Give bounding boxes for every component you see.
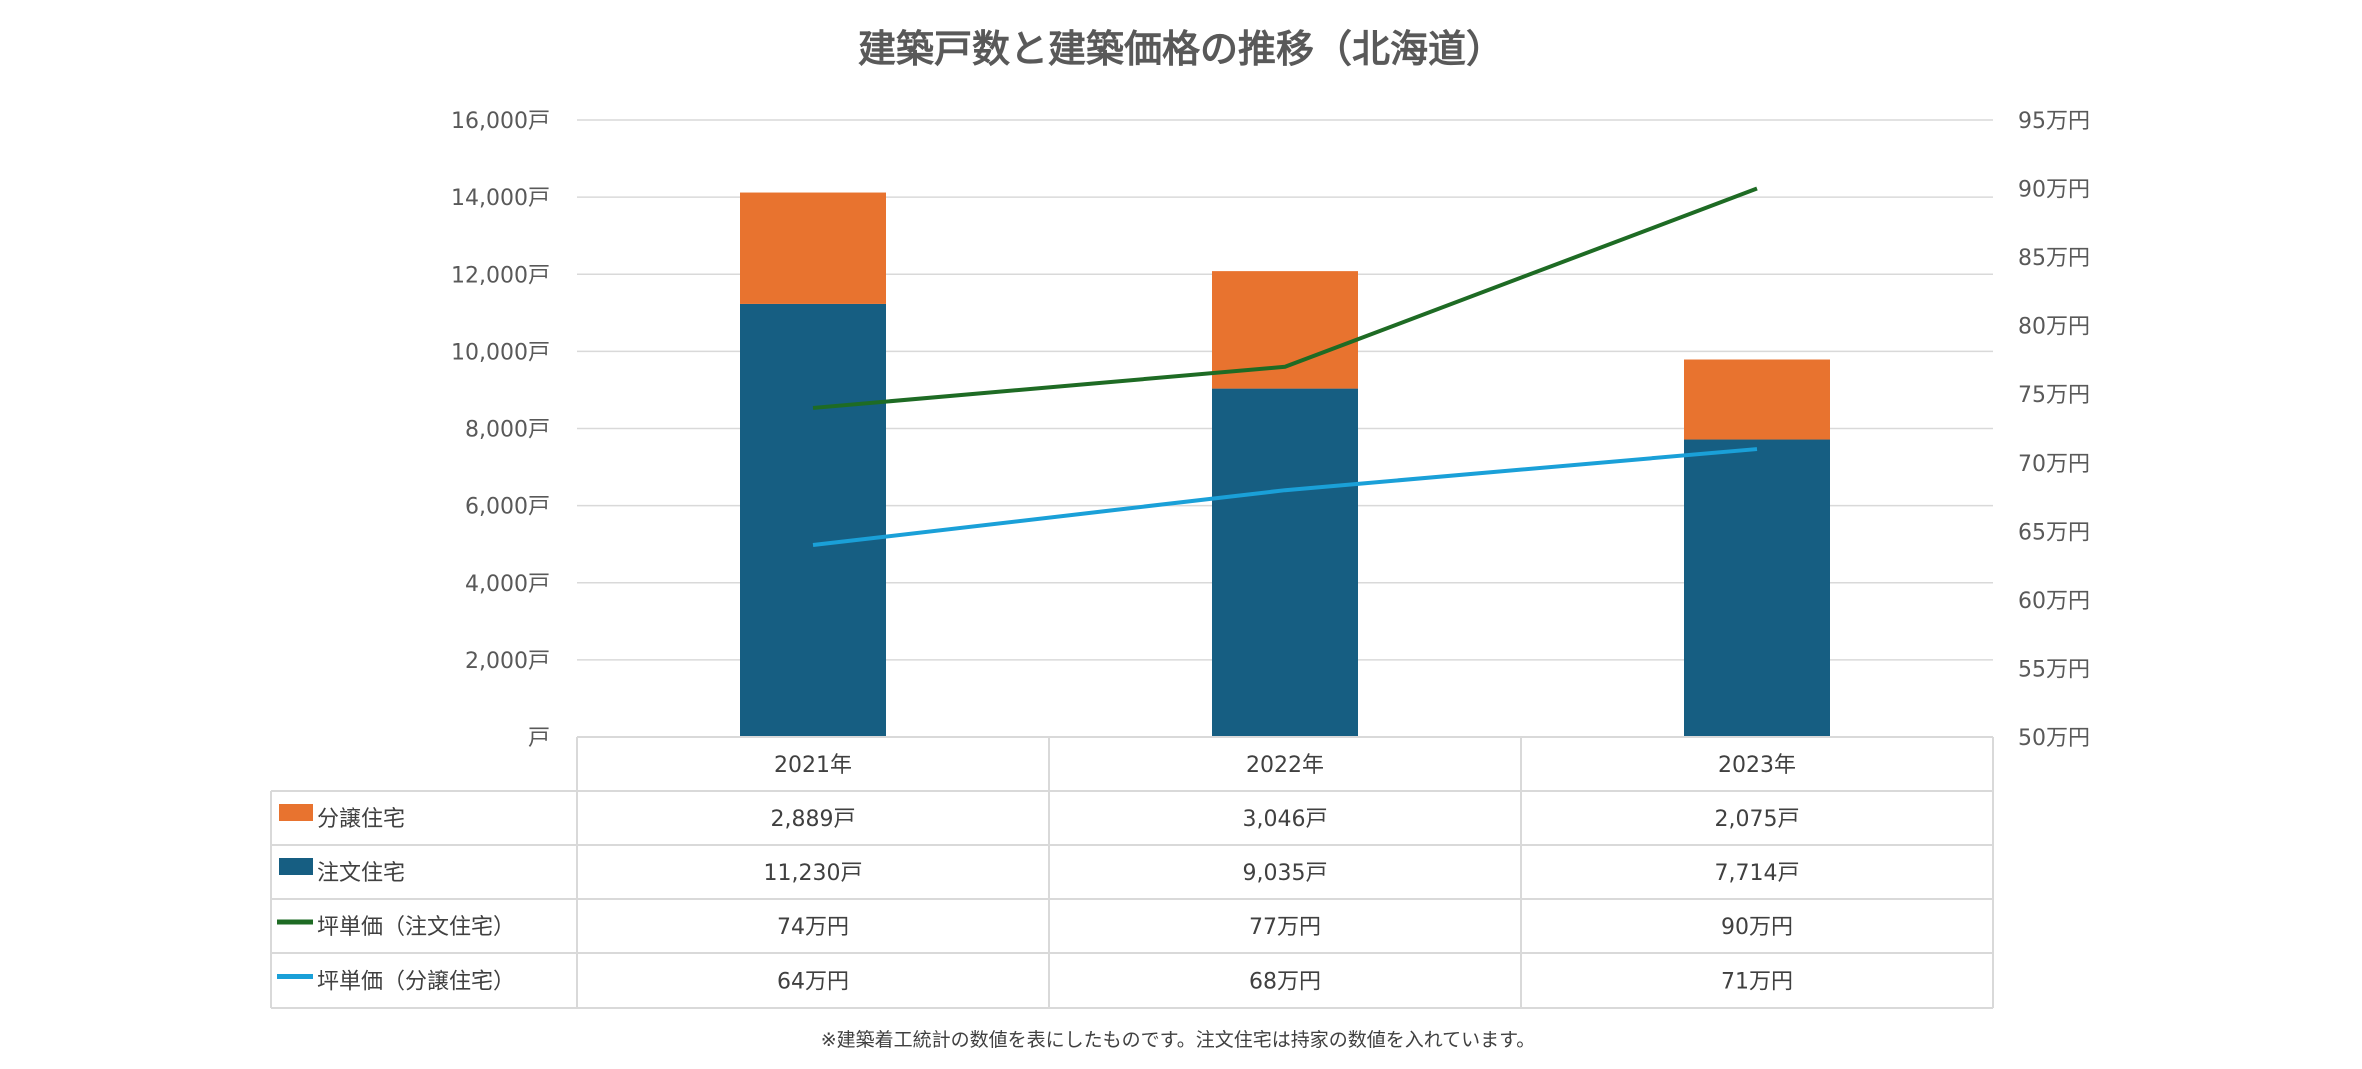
footnote: ※建築着工統計の数値を表にしたものです。注文住宅は持家の数値を入れています。 [821, 1029, 1536, 1051]
right-tick-label: 95万円 [2018, 109, 2090, 134]
bar-分譲住宅 [1212, 271, 1358, 389]
right-tick-label: 55万円 [2018, 657, 2090, 682]
right-axis: 50万円 55万円 60万円 65万円 70万円 75万円 80万円 85万円 90万円 95万円 [2018, 109, 2090, 751]
category-label: 2023年 [1718, 753, 1796, 778]
right-tick-label: 50万円 [2018, 726, 2090, 751]
table-cell: 90万円 [1721, 915, 1793, 940]
legend-swatch [279, 804, 313, 821]
left-tick-label: 6,000戸 [465, 495, 550, 520]
table-cell: 7,714戸 [1715, 861, 1800, 886]
category-label: 2022年 [1246, 753, 1324, 778]
table-cell: 71万円 [1721, 970, 1793, 995]
bar-注文住宅 [1212, 388, 1358, 737]
right-tick-label: 75万円 [2018, 383, 2090, 408]
legend-label: 分譲住宅 [317, 807, 405, 832]
bar-注文住宅 [740, 303, 886, 737]
left-tick-label: 10,000戸 [451, 340, 550, 365]
left-tick-label: 4,000戸 [465, 572, 550, 597]
table-cell: 2,075戸 [1715, 807, 1800, 832]
left-tick-label: 2,000戸 [465, 649, 550, 674]
left-tick-label: 戸 [528, 726, 550, 751]
table-cell: 3,046戸 [1243, 807, 1328, 832]
bar-分譲住宅 [1684, 359, 1830, 440]
legend-label: 坪単価（注文住宅） [317, 915, 515, 940]
right-tick-label: 85万円 [2018, 246, 2090, 271]
left-tick-label: 12,000戸 [451, 263, 550, 288]
bar-分譲住宅 [740, 192, 886, 304]
table-cell: 11,230戸 [764, 861, 863, 886]
legend-label: 注文住宅 [317, 861, 405, 886]
legend-swatch [279, 858, 313, 875]
bar-注文住宅 [1684, 439, 1830, 737]
table-cell: 9,035戸 [1243, 861, 1328, 886]
chart-title: 建築戸数と建築価格の推移（北海道） [858, 27, 1504, 71]
right-tick-label: 65万円 [2018, 520, 2090, 545]
right-tick-label: 70万円 [2018, 452, 2090, 477]
bars [740, 192, 1830, 737]
table-cell: 2,889戸 [771, 807, 856, 832]
table-cell: 77万円 [1249, 915, 1321, 940]
left-tick-label: 16,000戸 [451, 109, 550, 134]
right-tick-label: 80万円 [2018, 315, 2090, 340]
table-cell: 74万円 [777, 915, 849, 940]
left-tick-label: 8,000戸 [465, 418, 550, 443]
left-axis: 戸 2,000戸 4,000戸 6,000戸 8,000戸 10,000戸 12,000戸 1… [451, 109, 550, 751]
right-tick-label: 60万円 [2018, 589, 2090, 614]
legend-label: 坪単価（分譲住宅） [317, 970, 515, 995]
category-label: 2021年 [774, 753, 852, 778]
table-cell: 68万円 [1249, 970, 1321, 995]
table-cell: 64万円 [777, 970, 849, 995]
left-tick-label: 14,000戸 [451, 186, 550, 211]
lines [812, 186, 1758, 548]
right-tick-label: 90万円 [2018, 178, 2090, 203]
